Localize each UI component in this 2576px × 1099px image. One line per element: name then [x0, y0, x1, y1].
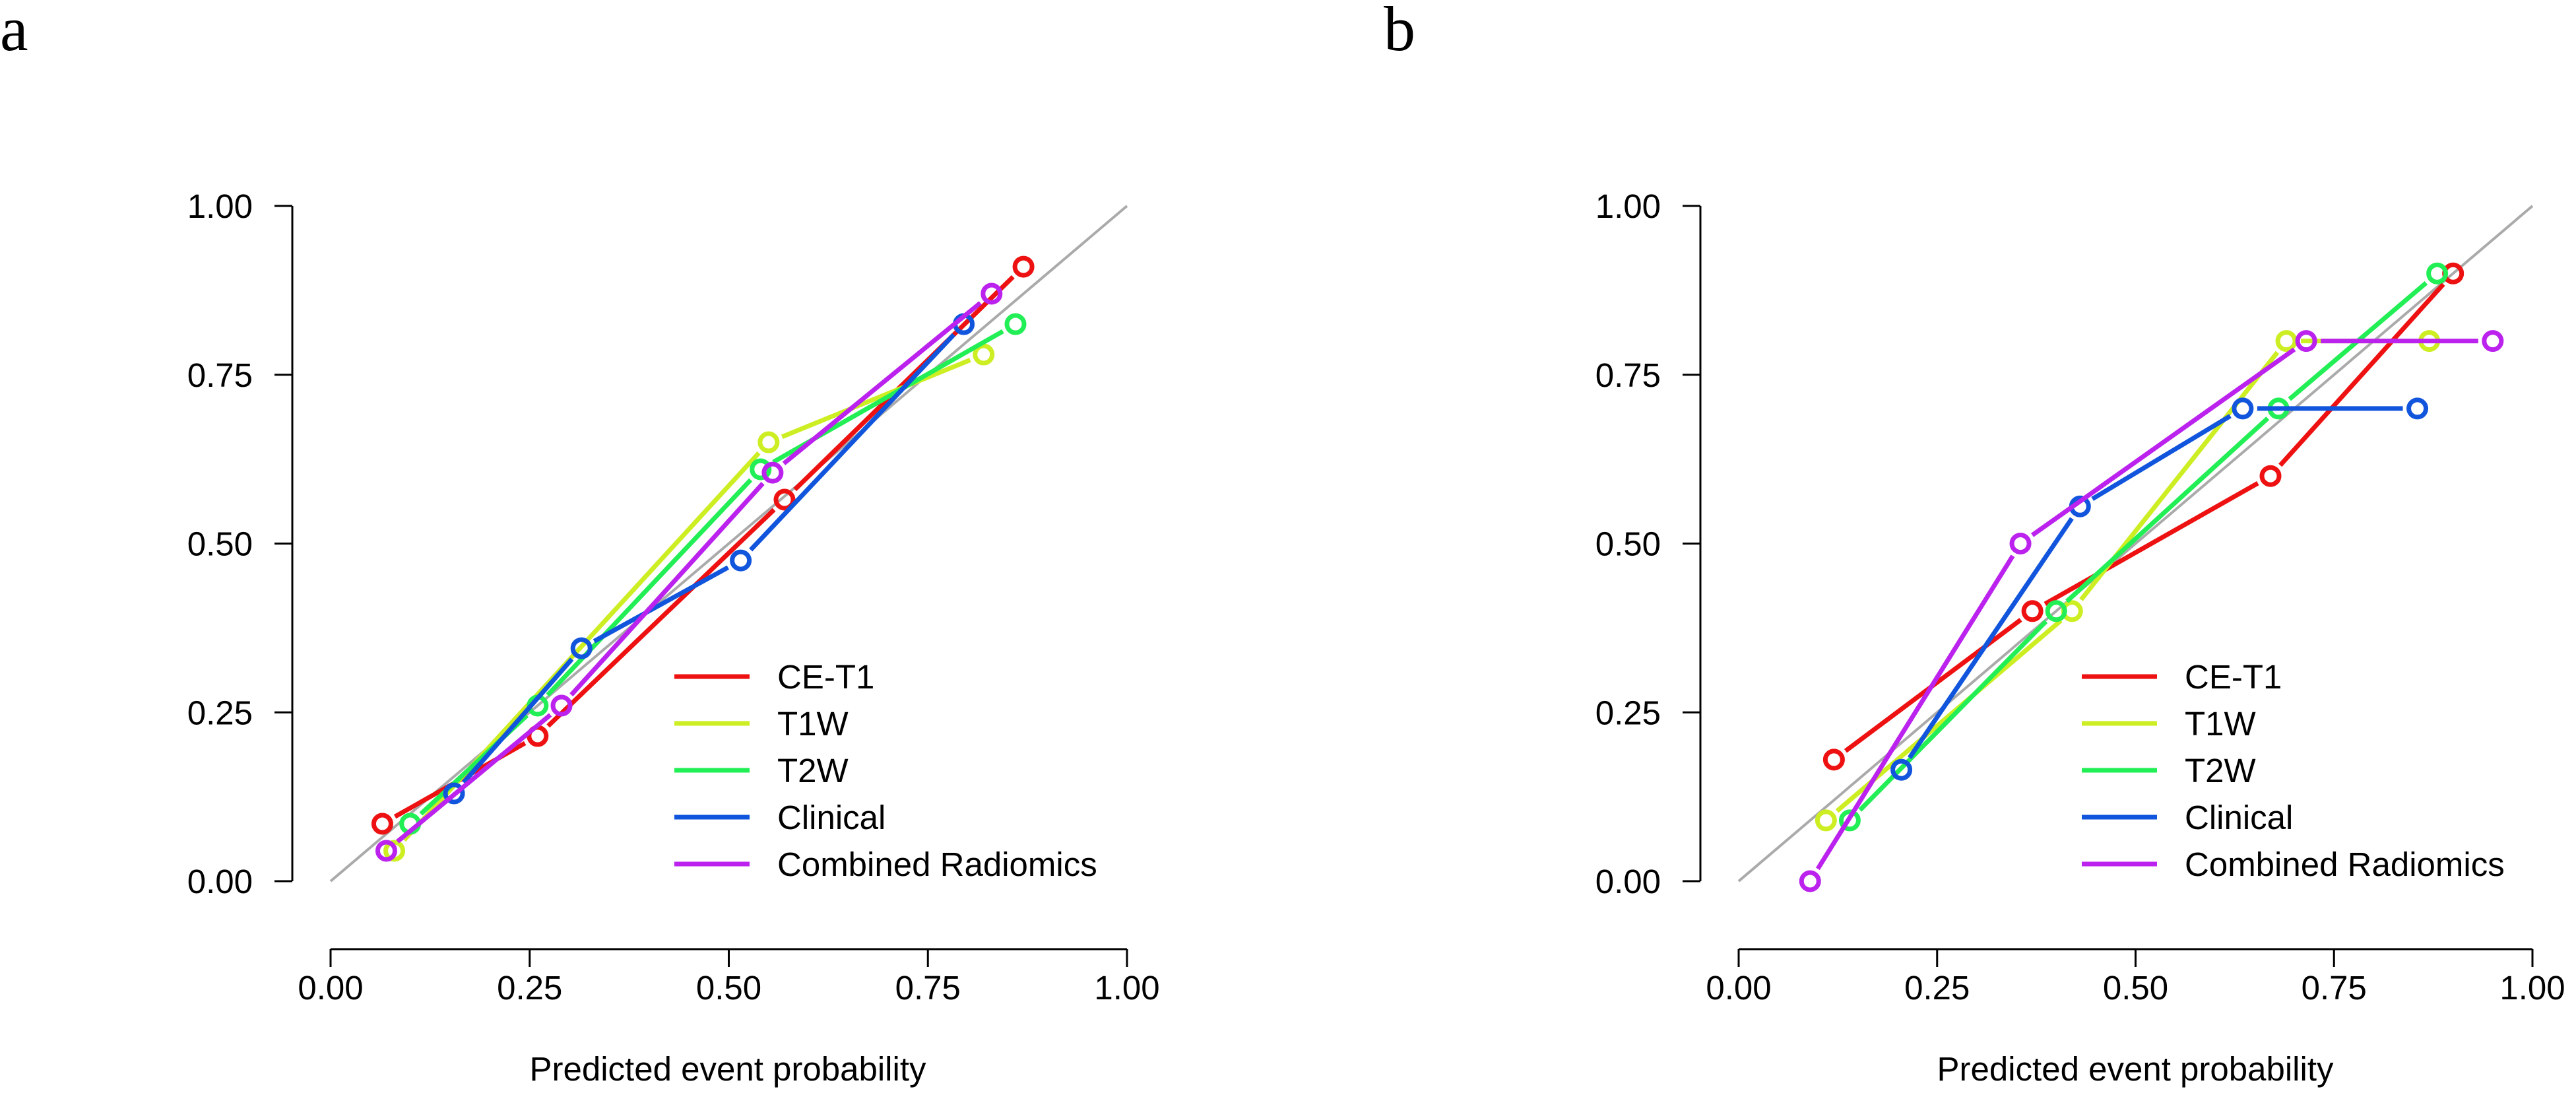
point-clinical-b-3	[2406, 397, 2429, 420]
point-t2w-b-0	[1838, 809, 1861, 832]
point-ce-t1-a-0	[371, 813, 393, 835]
legend-label-t2w-b: T2W	[2185, 752, 2256, 789]
segment-combined-radiomics-b-0	[1815, 554, 2015, 871]
point-t1w-a-0	[383, 840, 406, 862]
y-tick-label-b-1: 0.25	[1595, 694, 1661, 731]
legend-label-t1w-a: T1W	[777, 705, 849, 743]
point-combined-radiomics-a-0	[375, 840, 397, 862]
point-combined-radiomics-b-2	[2295, 330, 2317, 352]
segment-ce-t1-a-2	[793, 275, 1015, 492]
legend-label-t2w-a: T2W	[777, 752, 849, 789]
point-combined-radiomics-b-1	[2009, 533, 2032, 554]
y-tick-label-b-0: 0.00	[1595, 863, 1661, 900]
segment-combined-radiomics-a-2	[782, 301, 982, 465]
y-tick-label-b-4: 1.00	[1595, 187, 1661, 225]
segment-t1w-a-1	[781, 358, 971, 439]
y-tick-label-a-1: 0.25	[187, 694, 253, 731]
point-clinical-a-0	[443, 782, 465, 805]
point-clinical-b-0	[1890, 758, 1913, 781]
point-t1w-b-2	[2275, 330, 2298, 352]
panel-a: a 0.00 0.25 0.50 0.75 1.00 0.00 0.25 0.50 0.75 1…	[0, 0, 1160, 1088]
point-ce-t1-a-2	[773, 488, 796, 511]
legend-label-t1w-b: T1W	[2185, 705, 2256, 743]
segment-t2w-a-1	[546, 478, 753, 697]
y-tick-label-a-2: 0.50	[187, 525, 253, 563]
point-clinical-a-1	[570, 637, 593, 659]
x-tick-label-a-1: 0.25	[497, 969, 562, 1007]
panel-b: b 0.00 0.25 0.50 0.75 1.00 0.00 0.25 0.50 0.75 1…	[1384, 0, 2565, 1088]
y-tick-label-a-0: 0.00	[187, 863, 253, 900]
segment-ce-t1-a-1	[546, 508, 776, 728]
legend-label-clinical-a: Clinical	[777, 799, 886, 836]
legend-label-ce-t1-a: CE-T1	[777, 658, 874, 696]
x-axis-title-b: Predicted event probability	[1937, 1050, 2334, 1088]
point-ce-t1-b-1	[2021, 600, 2044, 622]
x-tick-label-b-1: 0.25	[1904, 969, 1970, 1007]
x-tick-label-b-3: 0.75	[2302, 969, 2367, 1007]
panel-letter-b: b	[1384, 0, 1415, 64]
y-tick-label-b-2: 0.50	[1595, 525, 1661, 563]
point-combined-radiomics-a-3	[981, 283, 1003, 305]
point-ce-t1-b-0	[1822, 749, 1845, 771]
segment-clinical-a-0	[461, 657, 574, 784]
segment-clinical-a-2	[749, 333, 956, 552]
x-tick-label-a-0: 0.00	[298, 969, 363, 1007]
segment-t2w-b-1	[2065, 416, 2270, 603]
segment-ce-t1-b-1	[2044, 481, 2259, 606]
point-combined-radiomics-b-0	[1799, 870, 1821, 892]
point-combined-radiomics-a-1	[550, 694, 573, 717]
point-clinical-a-2	[730, 549, 752, 572]
panel-letter-a: a	[0, 0, 28, 64]
x-tick-label-b-0: 0.00	[1706, 969, 1771, 1007]
point-t1w-a-1	[757, 431, 780, 453]
point-t1w-a-2	[973, 343, 995, 366]
series-ce-t1-b	[1822, 262, 2464, 771]
segment-combined-radiomics-a-0	[396, 713, 552, 844]
segment-clinical-b-0	[1908, 517, 2074, 759]
point-t2w-a-2	[750, 458, 772, 481]
legend-label-combined-radiomics-b: Combined Radiomics	[2185, 846, 2505, 883]
reference-diagonal-a	[329, 205, 1128, 883]
legend-label-clinical-b: Clinical	[2185, 799, 2293, 836]
x-tick-label-a-2: 0.50	[696, 969, 761, 1007]
x-tick-label-a-3: 0.75	[895, 969, 961, 1007]
segment-ce-t1-b-2	[2278, 283, 2445, 467]
legend-label-ce-t1-b: CE-T1	[2185, 658, 2282, 696]
y-tick-label-a-3: 0.75	[187, 356, 253, 394]
x-tick-label-a-4: 1.00	[1094, 969, 1159, 1007]
series-t1w-a	[383, 343, 995, 862]
point-t2w-b-3	[2426, 262, 2449, 284]
point-combined-radiomics-a-2	[761, 461, 784, 484]
reference-diagonal-b	[1737, 205, 2534, 883]
y-tick-label-b-3: 0.75	[1595, 356, 1661, 394]
x-tick-label-b-2: 0.50	[2103, 969, 2168, 1007]
segment-clinical-b-1	[2091, 414, 2232, 501]
segment-combined-radiomics-a-1	[569, 482, 765, 697]
point-t2w-a-3	[1004, 313, 1027, 335]
segment-t2w-b-0	[1858, 620, 2048, 812]
point-clinical-b-2	[2232, 397, 2254, 420]
point-ce-t1-b-2	[2259, 465, 2282, 487]
point-ce-t1-a-3	[1012, 255, 1035, 278]
series-combined-radiomics-b	[1799, 330, 2504, 892]
series-clinical-b	[1890, 397, 2429, 781]
point-t1w-b-0	[1815, 809, 1837, 832]
segment-combined-radiomics-b-1	[2030, 347, 2296, 537]
y-tick-label-a-4: 1.00	[187, 187, 253, 225]
x-tick-label-b-4: 1.00	[2499, 969, 2565, 1007]
legend-label-combined-radiomics-a: Combined Radiomics	[777, 846, 1097, 883]
point-t2w-b-1	[2045, 600, 2067, 622]
x-axis-title-a: Predicted event probability	[529, 1050, 926, 1088]
series-combined-radiomics-a	[375, 283, 1003, 862]
point-combined-radiomics-b-3	[2482, 330, 2504, 352]
segment-clinical-a-1	[593, 565, 730, 644]
